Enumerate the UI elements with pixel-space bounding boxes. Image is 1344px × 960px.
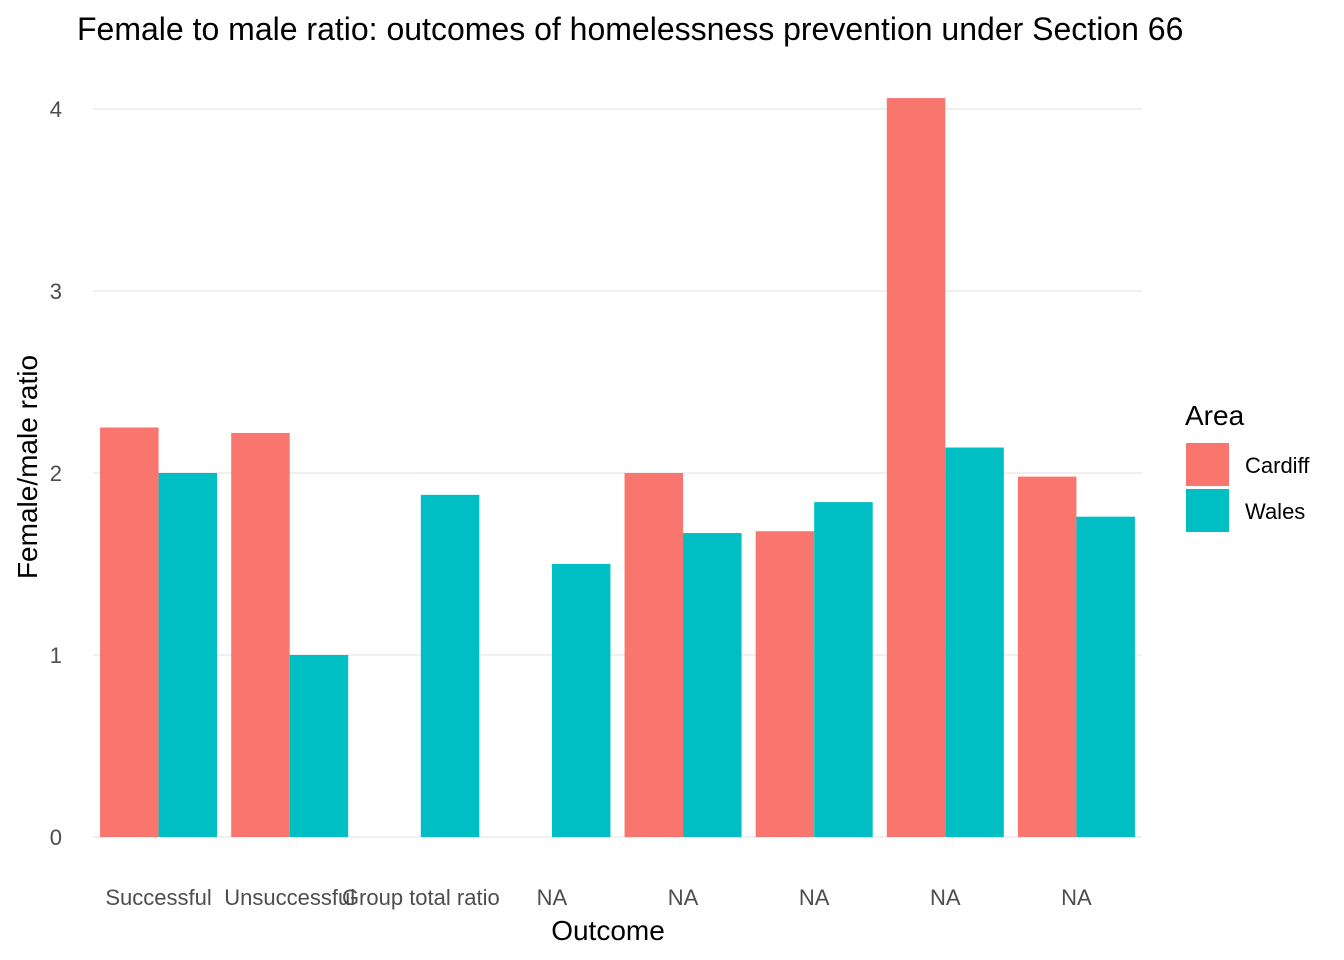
x-tick-label: Unsuccessful <box>224 885 355 910</box>
bar-cardiff <box>1017 476 1077 837</box>
bar-cardiff <box>755 531 815 837</box>
bar-wales <box>551 564 611 837</box>
x-tick-label: Group total ratio <box>342 885 500 910</box>
bar-wales <box>814 502 873 837</box>
legend-key-wales <box>1186 489 1229 532</box>
legend-key-cardiff <box>1186 443 1229 486</box>
bar-cardiff <box>100 427 159 837</box>
x-tick-label: NA <box>668 885 699 910</box>
bar-wales <box>420 494 480 837</box>
legend-title: Area <box>1185 400 1245 431</box>
y-axis-ticks: 0 1 2 3 4 <box>50 97 62 850</box>
bars <box>100 98 1135 837</box>
bar-cardiff <box>886 98 946 837</box>
y-axis-title: Female/male ratio <box>12 355 43 579</box>
y-tick-label: 4 <box>50 97 62 122</box>
y-tick-label: 0 <box>50 825 62 850</box>
x-tick-label: NA <box>930 885 961 910</box>
chart-title: Female to male ratio: outcomes of homele… <box>77 11 1183 47</box>
bar-wales <box>1076 516 1135 837</box>
bar-wales <box>289 655 349 837</box>
y-tick-label: 3 <box>50 279 62 304</box>
bar-cardiff <box>624 473 684 837</box>
y-tick-label: 1 <box>50 643 62 668</box>
x-axis-title: Outcome <box>551 915 665 946</box>
x-tick-label: Successful <box>105 885 211 910</box>
bar-wales <box>158 473 218 837</box>
x-tick-label: NA <box>1061 885 1092 910</box>
x-tick-label: NA <box>537 885 568 910</box>
legend: Area Cardiff Wales <box>1185 400 1310 532</box>
y-tick-label: 2 <box>50 461 62 486</box>
bar-wales <box>945 447 1004 837</box>
x-tick-label: NA <box>799 885 830 910</box>
legend-label: Wales <box>1245 499 1305 524</box>
bar-wales <box>683 533 742 837</box>
bar-cardiff <box>231 432 290 837</box>
legend-label: Cardiff <box>1245 453 1310 478</box>
